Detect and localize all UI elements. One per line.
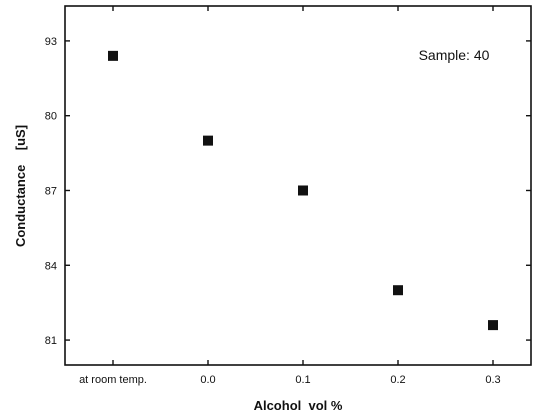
data-point-marker — [108, 50, 118, 61]
data-point-marker — [298, 185, 308, 196]
x-tick-label: 0.2 — [390, 374, 405, 386]
x-axis-title: Alcohol vol % — [254, 398, 343, 413]
x-tick-label: at room temp. — [79, 374, 147, 386]
x-tick-label: 0.1 — [295, 374, 310, 386]
sample-annotation: Sample: 40 — [419, 47, 490, 63]
data-point-marker — [393, 285, 403, 296]
x-axis-ticks: at room temp. 0.0 0.1 0.2 0.3 — [79, 6, 501, 386]
y-tick-label: 80 — [45, 111, 57, 123]
data-point-marker — [488, 320, 498, 331]
x-tick-label: 0.0 — [200, 374, 215, 386]
y-axis-ticks: 81 84 87 80 93 — [45, 36, 531, 347]
y-tick-label: 87 — [45, 185, 57, 197]
y-axis-title: Conductance [uS] — [13, 125, 28, 247]
data-points — [108, 50, 498, 331]
y-tick-label: 81 — [45, 335, 57, 347]
y-tick-label: 93 — [45, 36, 57, 48]
plot-frame — [64, 5, 532, 366]
data-point-marker — [203, 135, 213, 146]
x-tick-label: 0.3 — [485, 374, 500, 386]
y-tick-label: 84 — [45, 260, 57, 272]
